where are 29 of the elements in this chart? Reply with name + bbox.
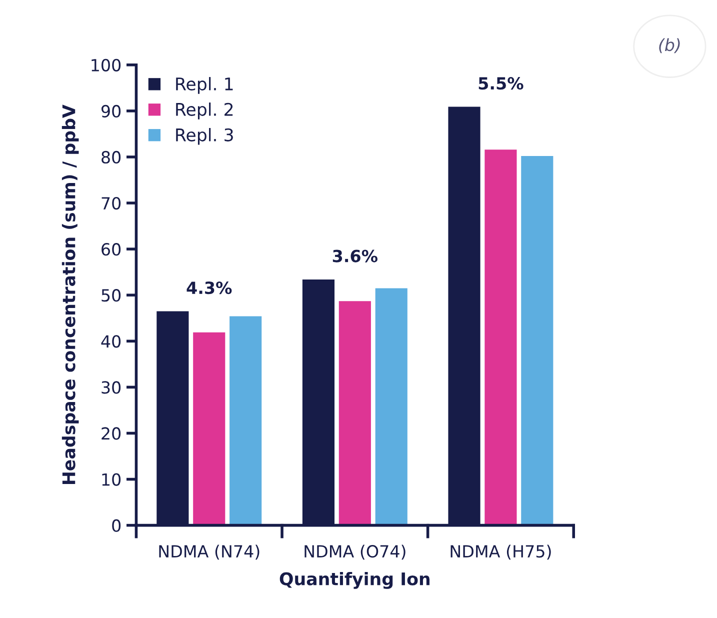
y-tick-label: 10 — [102, 473, 121, 486]
y-tick-label: 20 — [102, 427, 121, 440]
y-tick-label: 70 — [102, 196, 121, 210]
legend-label: Repl. 2 — [176, 102, 233, 120]
bar — [375, 288, 408, 526]
legend-label: Repl. 1 — [176, 77, 233, 94]
x-tick-label: NDMA (H75) — [450, 544, 551, 560]
annotation: 5.5% — [478, 77, 524, 90]
y-tick-label: 30 — [102, 381, 121, 394]
bar — [193, 332, 226, 526]
y-tick-label: 90 — [101, 104, 121, 118]
legend-label: Repl. 3 — [176, 128, 233, 145]
bar — [338, 301, 371, 526]
y-tick-label: 40 — [101, 335, 121, 348]
annotation: 4.3% — [186, 281, 232, 294]
bar — [484, 150, 517, 526]
bar — [521, 156, 554, 526]
annotation: 3.6% — [332, 250, 378, 262]
y-tick-label: 80 — [102, 150, 121, 164]
y-tick-label: 100 — [92, 58, 121, 72]
text: (b) — [659, 38, 680, 54]
x-tick-label: NDMA (O74) — [304, 544, 406, 560]
y-tick-label: 50 — [102, 289, 121, 302]
y-axis-title: Headspace concentration (sum) / ppbV — [62, 104, 79, 484]
y-tick-label: 60 — [102, 243, 121, 256]
bar — [230, 316, 262, 526]
x-axis-title: Quantifying Ion — [280, 572, 430, 589]
x-tick-label: NDMA (N74) — [159, 544, 260, 560]
y-tick-label: 0 — [112, 519, 121, 532]
